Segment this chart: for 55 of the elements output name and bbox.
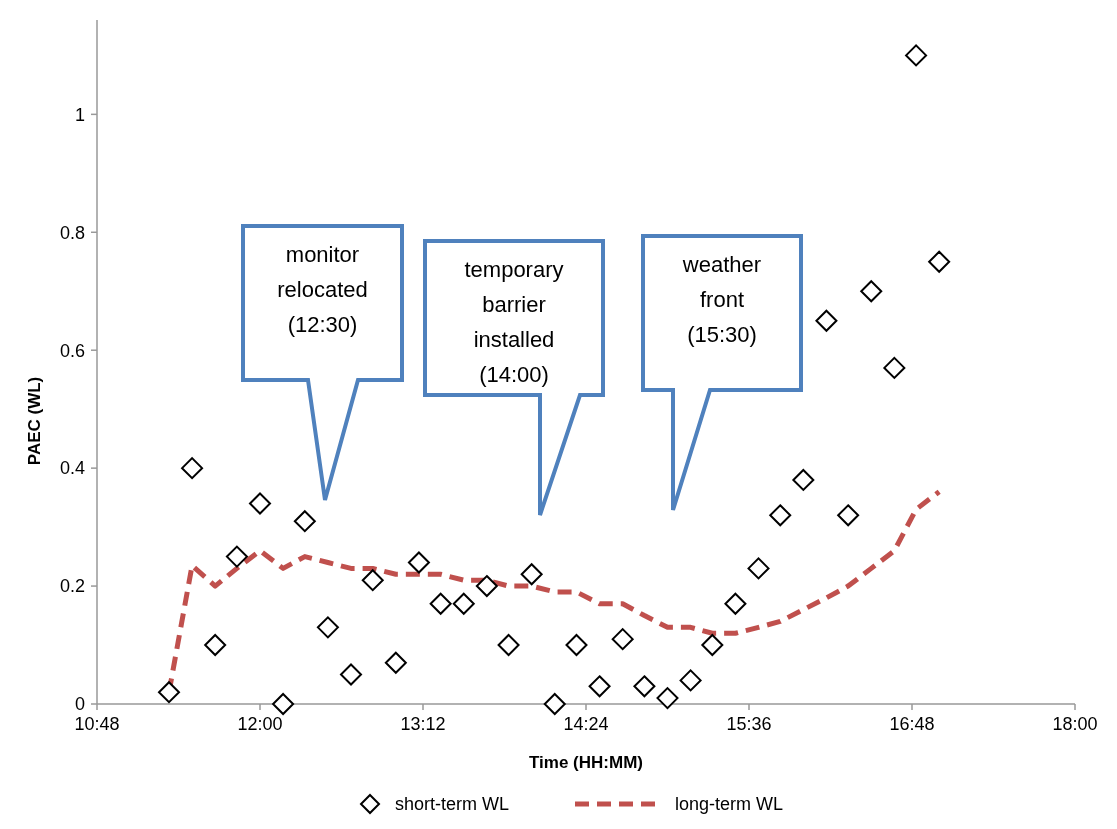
x-tick-label: 18:00 [1052, 714, 1098, 734]
y-tick-label: 0.8 [59, 222, 85, 243]
legend-label: long-term WL [675, 794, 784, 814]
point [429, 592, 452, 615]
point [792, 468, 815, 491]
point [157, 681, 180, 704]
point [361, 569, 384, 592]
point [181, 457, 204, 480]
x-tick-label: 15:36 [726, 714, 772, 734]
point [905, 44, 928, 67]
x-tick-label: 14:24 [563, 714, 609, 734]
point [633, 675, 656, 698]
y-axis-title: PAEC (WL) [25, 376, 44, 466]
annotation: weather front (15:30) [681, 252, 762, 347]
point [701, 634, 724, 657]
point [316, 616, 339, 639]
y-tick-label: 0.2 [59, 576, 85, 597]
point [340, 663, 363, 686]
point [837, 504, 860, 527]
point [588, 675, 611, 698]
point [452, 592, 475, 615]
point [272, 693, 295, 715]
point [747, 557, 770, 580]
y-tick-label: 0.4 [59, 458, 85, 479]
point [815, 309, 838, 332]
x-tick-label: 16:48 [889, 714, 935, 734]
point [225, 545, 248, 568]
point [249, 492, 271, 515]
point [543, 693, 566, 715]
point [384, 651, 407, 674]
y-tick-label: 1 [74, 104, 85, 125]
point [883, 356, 906, 379]
point [565, 634, 588, 657]
point [769, 504, 792, 527]
x-tick-label: 13:12 [400, 714, 446, 734]
point [928, 250, 951, 273]
y-tick-label: 0 [74, 694, 85, 715]
x-tick-label: 12:00 [237, 714, 283, 734]
point [724, 592, 747, 615]
annotation: monitor relocated (12:30) [277, 242, 368, 337]
x-tick-label: 10:48 [74, 714, 120, 734]
point [656, 687, 679, 710]
point [407, 551, 430, 574]
point [497, 634, 520, 657]
legend-label: short-term WL [395, 794, 510, 814]
y-tick-label: 0.6 [59, 340, 85, 361]
x-axis-title: Time (HH:MM) [529, 753, 643, 772]
point [611, 628, 634, 651]
point [860, 280, 883, 303]
annotation: temporary barrier installed (14:00) [464, 257, 564, 387]
point [520, 563, 543, 586]
point [204, 634, 227, 657]
point [679, 669, 702, 692]
point [293, 510, 316, 533]
point [475, 575, 498, 598]
